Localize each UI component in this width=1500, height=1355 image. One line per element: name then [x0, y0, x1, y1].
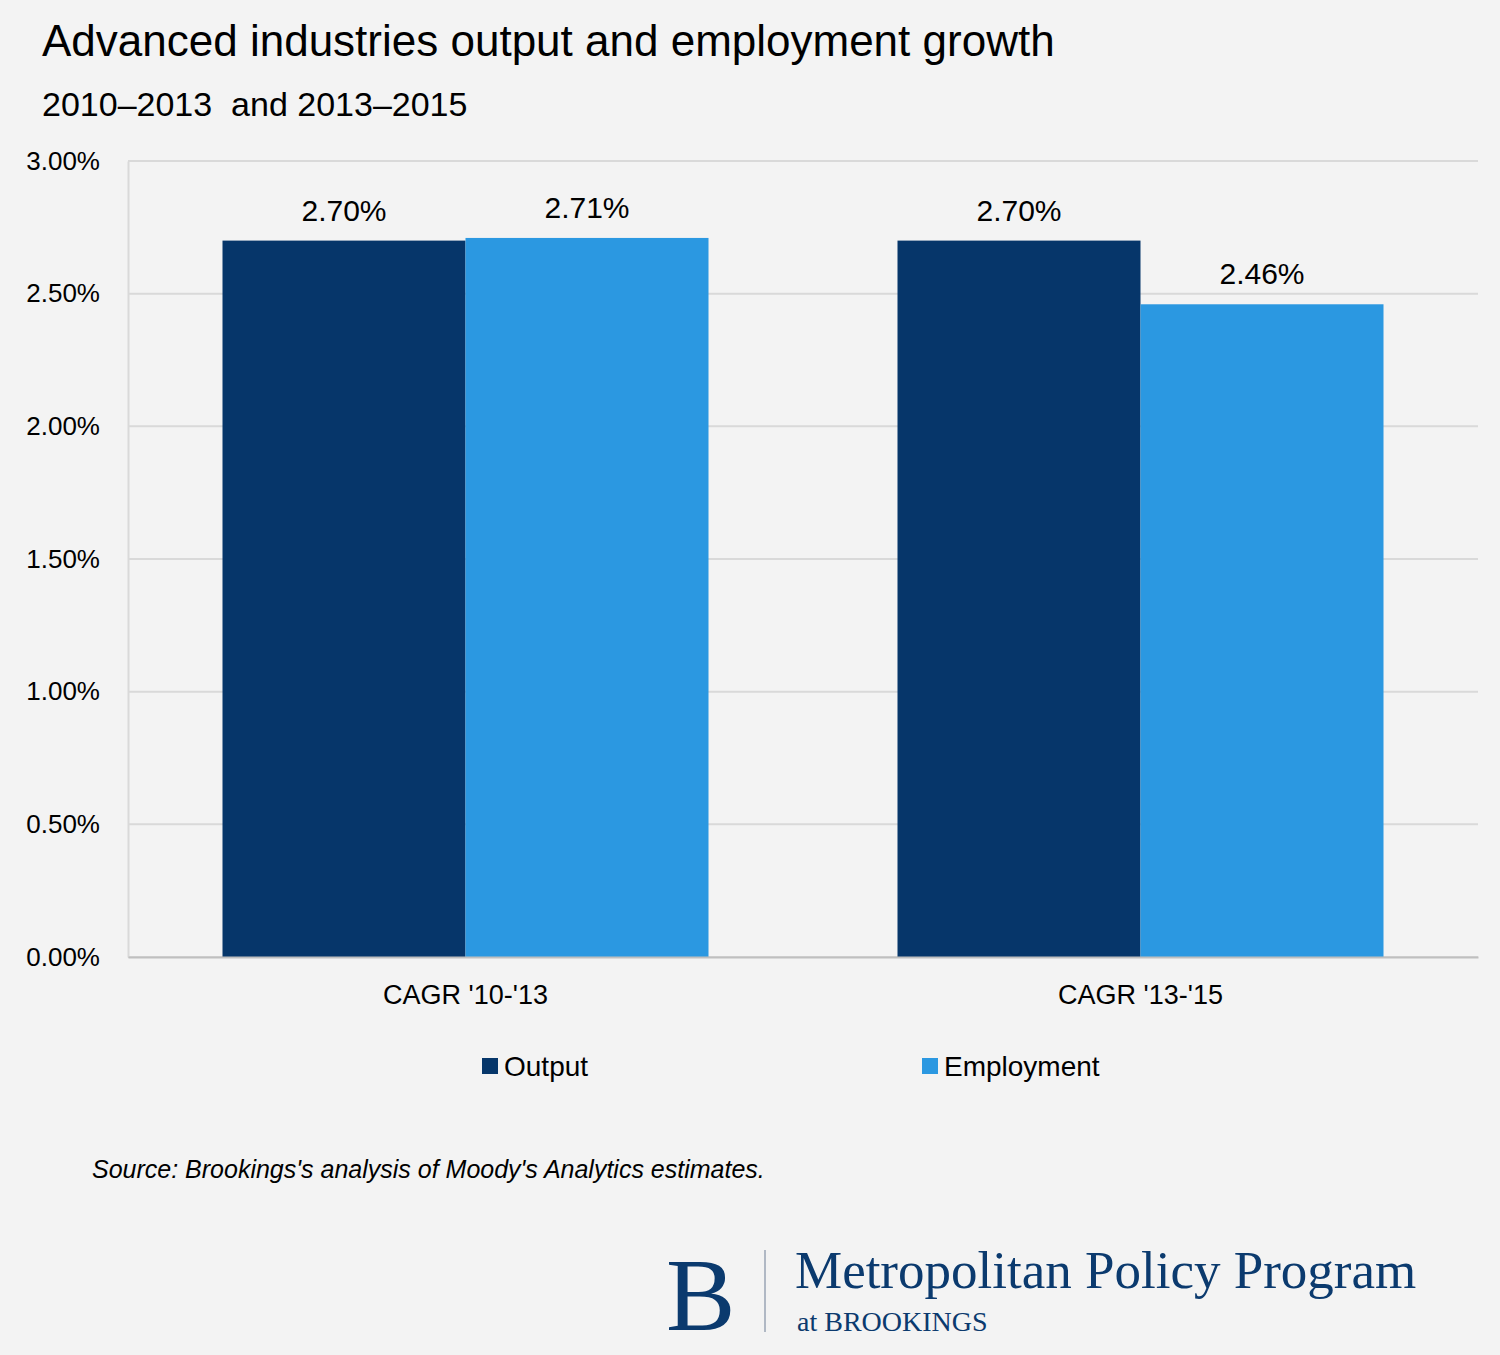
legend-swatch — [922, 1058, 938, 1074]
logo-sub: at BROOKINGS — [797, 1306, 988, 1337]
chart: Advanced industries output and employmen… — [0, 0, 1500, 1355]
bar — [1141, 304, 1384, 957]
y-tick: 3.00% — [26, 146, 128, 176]
y-tick: 1.50% — [26, 544, 128, 574]
bars — [223, 238, 1384, 957]
x-axis-line — [129, 957, 1479, 959]
y-tick: 0.50% — [26, 809, 128, 839]
y-axis-line — [128, 162, 130, 958]
x-tick-label: CAGR '10-'13 — [383, 980, 548, 1010]
y-axis: 0.00% 0.50% 1.00% 1.50% 2.00% 2.50% 3.00% — [26, 146, 128, 972]
y-tick: 1.00% — [26, 676, 128, 706]
data-label: 2.71% — [544, 191, 629, 224]
x-tick: CAGR '10-'13 — [383, 957, 548, 1010]
background — [0, 0, 1500, 1355]
y-tick: 2.00% — [26, 411, 128, 441]
title: Advanced industries output and employmen… — [42, 16, 1055, 65]
bar — [466, 238, 709, 957]
subtitle: 2010–2013 and 2013–2015 — [42, 85, 467, 123]
data-label: 2.46% — [1219, 257, 1304, 290]
y-tick: 0.00% — [26, 942, 128, 972]
logo-name: Metropolitan Policy Program — [795, 1241, 1416, 1299]
logo: B Metropolitan Policy Program at BROOKINGS — [666, 1237, 1416, 1352]
legend-swatch — [482, 1058, 498, 1074]
y-tick-label: 2.50% — [26, 278, 100, 308]
source: Source: Brookings's analysis of Moody's … — [92, 1155, 765, 1183]
x-tick-label: CAGR '13-'15 — [1058, 980, 1223, 1010]
x-tick: CAGR '13-'15 — [1058, 957, 1223, 1010]
legend-label: Employment — [944, 1051, 1100, 1082]
grid — [128, 161, 1478, 957]
y-tick-label: 0.00% — [26, 942, 100, 972]
y-tick-label: 3.00% — [26, 146, 100, 176]
data-label: 2.70% — [976, 194, 1061, 227]
y-tick-label: 2.00% — [26, 411, 100, 441]
data-labels: 2.70% 2.70% 2.71% 2.46% — [301, 191, 1304, 290]
y-tick: 2.50% — [26, 278, 128, 308]
legend: Output Employment — [482, 1051, 1100, 1082]
y-tick-label: 0.50% — [26, 809, 100, 839]
logo-letter: B — [666, 1237, 735, 1352]
bar — [898, 241, 1141, 957]
x-axis: CAGR '10-'13 CAGR '13-'15 — [129, 957, 1479, 1010]
legend-label: Output — [504, 1051, 588, 1082]
logo-divider — [764, 1250, 766, 1332]
data-label: 2.70% — [301, 194, 386, 227]
y-tick-label: 1.50% — [26, 544, 100, 574]
grid-line — [128, 160, 1478, 162]
y-tick-label: 1.00% — [26, 676, 100, 706]
bar — [223, 241, 466, 957]
